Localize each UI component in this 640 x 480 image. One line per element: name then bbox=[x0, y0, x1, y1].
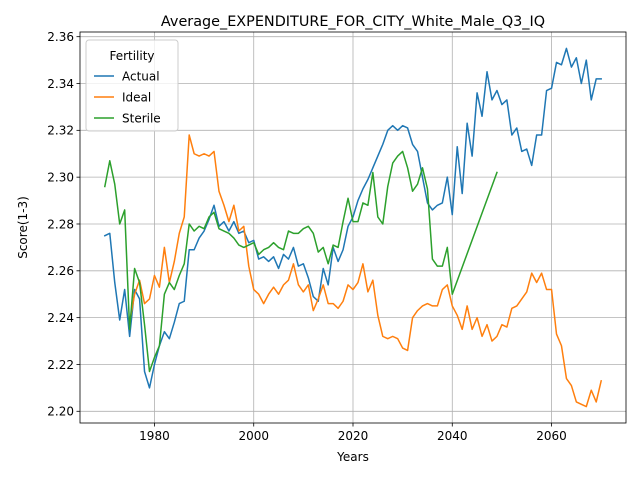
legend-items: Actual Ideal Sterile bbox=[94, 69, 161, 125]
y-tick-label: 2.26 bbox=[47, 264, 74, 278]
x-tick-label: 2040 bbox=[437, 429, 468, 443]
y-tick-label: 2.20 bbox=[47, 405, 74, 419]
x-tick-label: 2020 bbox=[338, 429, 369, 443]
chart-title: Average_EXPENDITURE_FOR_CITY_White_Male_… bbox=[161, 14, 545, 30]
x-tick-label: 1980 bbox=[139, 429, 170, 443]
x-axis-label: Years bbox=[336, 450, 369, 464]
legend-label-actual: Actual bbox=[122, 69, 160, 83]
y-tick-label: 2.30 bbox=[47, 170, 74, 184]
grid-lines bbox=[80, 32, 626, 423]
axis-ticks: 1980 2000 2020 2040 2060 2.20 2.22 2.24 2.26 2.28… bbox=[47, 30, 567, 443]
y-tick-label: 2.32 bbox=[47, 124, 74, 138]
x-tick-label: 2000 bbox=[238, 429, 269, 443]
y-tick-label: 2.22 bbox=[47, 358, 74, 372]
y-tick-label: 2.36 bbox=[47, 30, 74, 44]
series-line-ideal bbox=[128, 134, 603, 408]
legend-label-sterile: Sterile bbox=[122, 111, 161, 125]
y-axis-label: Score(1-3) bbox=[16, 196, 30, 259]
series-lines bbox=[103, 47, 603, 408]
y-tick-label: 2.34 bbox=[47, 77, 74, 91]
legend-title: Fertility bbox=[109, 49, 154, 63]
series-line-sterile bbox=[103, 150, 498, 373]
series-line-actual bbox=[103, 47, 602, 389]
y-tick-label: 2.24 bbox=[47, 311, 74, 325]
x-tick-label: 2060 bbox=[536, 429, 567, 443]
y-tick-label: 2.28 bbox=[47, 217, 74, 231]
legend-box bbox=[85, 39, 179, 132]
legend: Fertility Actual Ideal Sterile bbox=[85, 39, 179, 132]
legend-label-ideal: Ideal bbox=[122, 90, 151, 104]
